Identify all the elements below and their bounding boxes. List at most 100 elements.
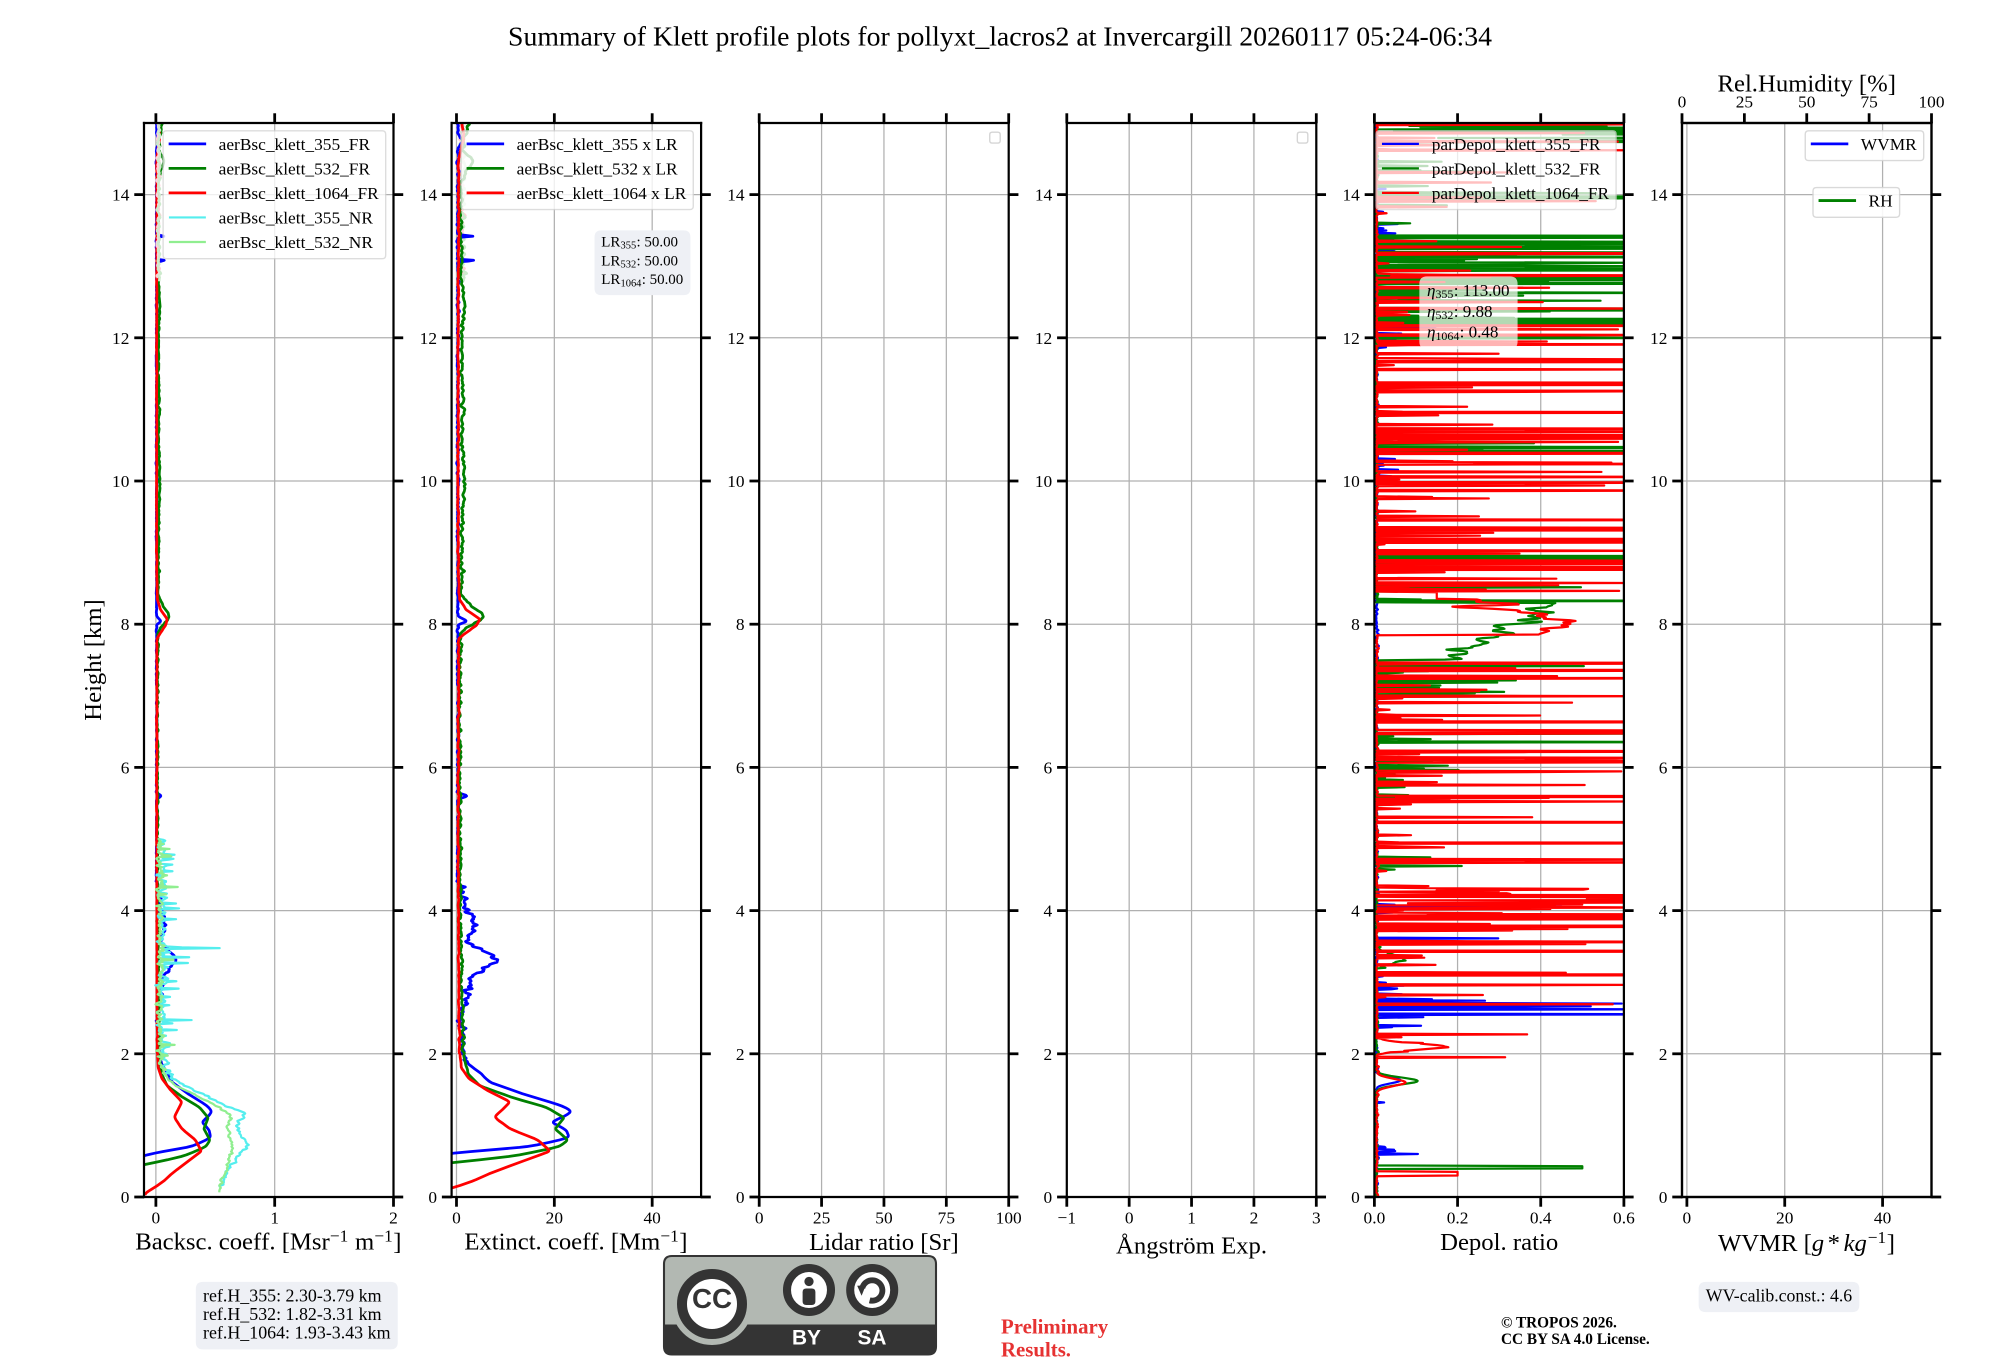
svg-text:ref.H_355: 2.30-3.79 km: ref.H_355: 2.30-3.79 km [203, 1285, 382, 1305]
svg-text:2: 2 [1659, 1045, 1668, 1064]
svg-text:B a c k: B a c k s c . c o e f f . [ M s r m ] − [135, 1221, 446, 1255]
svg-text:25: 25 [813, 1209, 830, 1228]
svg-text:4: 4 [428, 902, 437, 921]
svg-text:aerBsc_klett_355_FR: aerBsc_klett_355_FR [219, 135, 371, 154]
svg-text:8: 8 [736, 615, 745, 634]
svg-text:BY: BY [792, 1326, 821, 1349]
svg-text:50: 50 [1798, 92, 1816, 111]
svg-text:4: 4 [1351, 902, 1360, 921]
svg-text:W V M R: W V M R [ * ] g k g − 1 [1718, 1223, 1939, 1257]
svg-text:8: 8 [1044, 615, 1053, 634]
svg-text:SA: SA [858, 1326, 887, 1349]
svg-text:CC BY SA 4.0 License.: CC BY SA 4.0 License. [1501, 1331, 1650, 1348]
svg-text:4: 4 [1659, 902, 1668, 921]
svg-text:75: 75 [938, 1209, 955, 1228]
svg-text:12: 12 [727, 329, 744, 348]
svg-text:8: 8 [428, 615, 437, 634]
svg-text:Height [km]: Height [km] [80, 599, 107, 721]
svg-text:14: 14 [420, 186, 438, 205]
svg-text:2: 2 [428, 1045, 437, 1064]
svg-text:0: 0 [1125, 1209, 1134, 1228]
svg-text:Depol. ratio: Depol. ratio [1440, 1229, 1558, 1256]
svg-text:aerBsc_klett_1064_FR: aerBsc_klett_1064_FR [219, 184, 379, 203]
svg-text:RH: RH [1869, 192, 1894, 211]
svg-text:WVMR: WVMR [1861, 135, 1917, 154]
svg-text:0: 0 [755, 1209, 764, 1228]
svg-text:CC: CC [692, 1283, 732, 1314]
svg-text:η 3 5 5: η 3 5 5 : 1 1 3 . 0 0 [1427, 276, 1543, 303]
svg-text:aerBsc_klett_355 x LR: aerBsc_klett_355 x LR [517, 135, 678, 154]
svg-text:parDepol_klett_532_FR: parDepol_klett_532_FR [1432, 159, 1601, 178]
svg-text:Ångström Exp.: Ångström Exp. [1116, 1232, 1267, 1259]
svg-text:14: 14 [1342, 186, 1360, 205]
svg-text:0.0: 0.0 [1364, 1209, 1386, 1228]
svg-text:2: 2 [121, 1045, 130, 1064]
svg-text:η 5 3 2: η 5 3 2 : 9 . 8 8 [1427, 297, 1526, 324]
svg-text:6: 6 [121, 758, 130, 777]
svg-text:12: 12 [112, 329, 129, 348]
svg-text:2: 2 [1250, 1209, 1259, 1228]
svg-text:6: 6 [428, 758, 437, 777]
svg-text:12: 12 [1650, 329, 1667, 348]
svg-text:3: 3 [1312, 1209, 1321, 1228]
svg-text:2: 2 [736, 1045, 745, 1064]
svg-text:14: 14 [112, 186, 130, 205]
svg-text:−1: −1 [1058, 1209, 1076, 1228]
svg-text:0.4: 0.4 [1530, 1209, 1552, 1228]
svg-text:L R :: L R : 5 0 . 0 0 3 5 5 [601, 227, 717, 254]
svg-text:0.2: 0.2 [1447, 1209, 1469, 1228]
svg-text:ref.H_1064: 1.93-3.43 km: ref.H_1064: 1.93-3.43 km [203, 1322, 391, 1342]
svg-text:75: 75 [1860, 92, 1877, 111]
svg-text:η 1 0 6: η 1 0 6 4 : 0 . 4 8 [1427, 318, 1532, 345]
svg-text:aerBsc_klett_532_FR: aerBsc_klett_532_FR [219, 159, 371, 178]
svg-text:WV-calib.const.: 4.6: WV-calib.const.: 4.6 [1706, 1285, 1852, 1305]
svg-text:Lidar ratio [Sr]: Lidar ratio [Sr] [809, 1229, 959, 1256]
svg-text:6: 6 [1659, 758, 1668, 777]
svg-text:10: 10 [1650, 472, 1668, 491]
svg-text:12: 12 [1035, 329, 1052, 348]
svg-text:Results.: Results. [1001, 1338, 1071, 1360]
svg-text:© TROPOS 2026.: © TROPOS 2026. [1501, 1315, 1617, 1332]
svg-text:6: 6 [736, 758, 745, 777]
svg-text:L R :: L R : 5 0 . 0 0 5 3 2 [601, 245, 717, 272]
svg-text:aerBsc_klett_1064 x LR: aerBsc_klett_1064 x LR [517, 184, 687, 203]
svg-text:aerBsc_klett_532 x LR: aerBsc_klett_532 x LR [517, 159, 678, 178]
svg-text:2: 2 [389, 1209, 398, 1228]
svg-text:14: 14 [1650, 186, 1668, 205]
svg-text:0: 0 [452, 1209, 461, 1228]
svg-text:12: 12 [420, 329, 437, 348]
svg-text:0: 0 [1678, 92, 1687, 111]
svg-text:50: 50 [875, 1209, 893, 1228]
svg-text:40: 40 [643, 1209, 661, 1228]
svg-text:0: 0 [736, 1188, 745, 1207]
svg-text:2: 2 [1351, 1045, 1360, 1064]
svg-text:10: 10 [1342, 472, 1360, 491]
svg-text:parDepol_klett_1064_FR: parDepol_klett_1064_FR [1432, 184, 1610, 203]
svg-text:Summary of Klett profile plots: Summary of Klett profile plots for polly… [508, 22, 1492, 53]
svg-text:0: 0 [1351, 1188, 1360, 1207]
svg-text:40: 40 [1874, 1209, 1892, 1228]
svg-text:10: 10 [112, 472, 130, 491]
svg-text:14: 14 [727, 186, 745, 205]
svg-text:0: 0 [1044, 1188, 1053, 1207]
svg-text:E x t i: E x t i n c t . c o e f f . [ M m ] − 1 [464, 1221, 732, 1255]
svg-text:8: 8 [1659, 615, 1668, 634]
svg-text:aerBsc_klett_355_NR: aerBsc_klett_355_NR [219, 209, 374, 228]
svg-text:8: 8 [121, 615, 130, 634]
svg-text:20: 20 [1776, 1209, 1794, 1228]
svg-text:1: 1 [1187, 1209, 1196, 1228]
svg-text:2: 2 [1044, 1045, 1053, 1064]
svg-text:0: 0 [152, 1209, 161, 1228]
svg-text:6: 6 [1351, 758, 1360, 777]
svg-text:0: 0 [1683, 1209, 1692, 1228]
svg-text:14: 14 [1035, 186, 1053, 205]
svg-text:1: 1 [270, 1209, 279, 1228]
svg-text:Preliminary: Preliminary [1001, 1314, 1109, 1338]
svg-text:0.6: 0.6 [1613, 1209, 1635, 1228]
svg-text:10: 10 [1035, 472, 1053, 491]
svg-text:12: 12 [1342, 329, 1359, 348]
svg-text:8: 8 [1351, 615, 1360, 634]
svg-text:aerBsc_klett_532_NR: aerBsc_klett_532_NR [219, 233, 374, 252]
svg-text:L R :: L R : 5 0 . 0 0 1 0 6 4 [601, 264, 722, 291]
svg-text:4: 4 [736, 902, 745, 921]
